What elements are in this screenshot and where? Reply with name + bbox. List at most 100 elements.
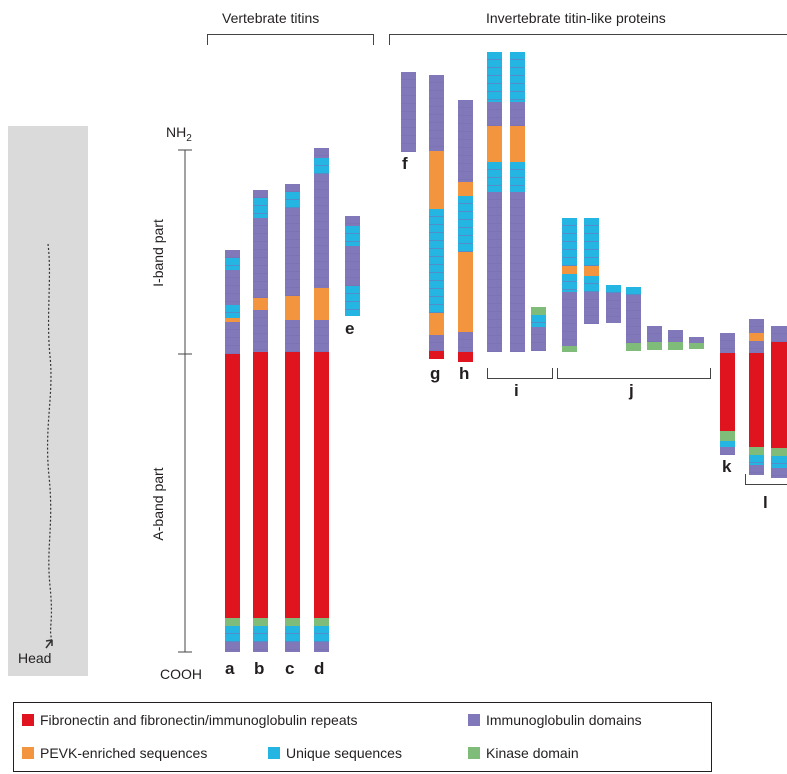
- segment-unique: [531, 315, 546, 327]
- segment-kinase: [668, 342, 683, 350]
- invertebrate-bracket: [389, 34, 787, 45]
- segment-unique: [253, 626, 268, 642]
- legend-pevk-label: PEVK-enriched sequences: [40, 745, 208, 761]
- segment-ig: [749, 319, 764, 333]
- segment-ig: [253, 190, 268, 198]
- segment-kinase: [253, 618, 268, 626]
- segment-unique: [562, 274, 577, 292]
- bar-k: [720, 333, 735, 455]
- segment-unique: [345, 226, 360, 246]
- legend-ig: Immunoglobulin domains: [468, 712, 642, 728]
- segment-unique: [584, 276, 599, 292]
- segment-ig: [720, 447, 735, 455]
- segment-ig: [487, 192, 502, 352]
- legend: Fibronectin and fibronectin/immunoglobul…: [13, 702, 712, 772]
- segment-ig: [626, 295, 641, 343]
- segment-ig: [401, 72, 416, 152]
- letter-j: j: [629, 381, 634, 400]
- segment-kinase: [647, 342, 662, 350]
- segment-unique: [749, 455, 764, 465]
- legend-kinase-swatch: [468, 747, 480, 759]
- bar-j3: [606, 285, 621, 323]
- legend-ig-swatch: [468, 714, 480, 726]
- segment-unique: [487, 162, 502, 192]
- segment-ig: [458, 100, 473, 182]
- bar-c: [285, 184, 300, 652]
- segment-ig: [314, 148, 329, 158]
- electron-micrograph: Head: [8, 126, 88, 676]
- bar-e: [345, 216, 360, 316]
- segment-fn: [253, 352, 268, 618]
- head-label: Head: [18, 650, 52, 666]
- segment-unique: [345, 286, 360, 316]
- legend-unique-swatch: [268, 747, 280, 759]
- segment-unique: [771, 456, 787, 468]
- segment-pevk: [510, 126, 525, 162]
- vertebrate-bracket: [207, 34, 374, 45]
- arrow-icon: [45, 639, 53, 649]
- bar-i3: [531, 307, 546, 351]
- segment-ig: [285, 642, 300, 652]
- legend-fn-swatch: [22, 714, 34, 726]
- bracket-l: [745, 474, 787, 485]
- segment-ig: [345, 216, 360, 226]
- segment-ig: [314, 320, 329, 352]
- segment-ig: [510, 192, 525, 352]
- segment-ig: [749, 341, 764, 353]
- segment-kinase: [689, 343, 704, 349]
- bar-j7: [689, 337, 704, 349]
- segment-pevk: [584, 266, 599, 276]
- segment-ig: [285, 184, 300, 192]
- segment-ig: [429, 75, 444, 151]
- segment-unique: [720, 441, 735, 447]
- segment-unique: [626, 287, 641, 295]
- bar-f: [401, 72, 416, 152]
- segment-unique: [225, 626, 240, 642]
- segment-kinase: [285, 618, 300, 626]
- bracket-i: [487, 368, 553, 379]
- segment-kinase: [225, 618, 240, 626]
- letter-d: d: [314, 659, 325, 678]
- bar-b: [253, 190, 268, 652]
- segment-ig: [345, 246, 360, 286]
- segment-unique: [606, 285, 621, 293]
- segment-ig: [429, 335, 444, 351]
- segment-unique: [285, 626, 300, 642]
- segment-ig: [253, 310, 268, 352]
- segment-fn: [429, 351, 444, 359]
- segment-kinase: [720, 431, 735, 441]
- legend-fn-label: Fibronectin and fibronectin/immunoglobul…: [40, 712, 358, 728]
- segment-ig: [647, 326, 662, 342]
- letter-k: k: [722, 457, 732, 476]
- segment-kinase: [531, 307, 546, 315]
- segment-unique: [225, 305, 240, 318]
- segment-ig: [487, 102, 502, 126]
- segment-unique: [510, 52, 525, 102]
- bar-i1: [487, 52, 502, 352]
- segment-kinase: [749, 447, 764, 455]
- segment-ig: [225, 270, 240, 305]
- bar-g: [429, 75, 444, 359]
- legend-ig-label: Immunoglobulin domains: [486, 712, 642, 728]
- letter-l: l: [763, 493, 768, 512]
- bar-l2: [771, 326, 787, 478]
- bracket-j: [557, 368, 711, 379]
- segment-unique: [314, 158, 329, 174]
- segment-ig: [771, 468, 787, 478]
- segment-fn: [285, 352, 300, 618]
- segment-pevk: [749, 333, 764, 341]
- nh2-label: NH2: [166, 124, 192, 144]
- segment-kinase: [314, 618, 329, 626]
- segment-unique: [487, 52, 502, 102]
- letter-i: i: [514, 381, 519, 400]
- bar-j1: [562, 218, 577, 352]
- segment-ig: [225, 642, 240, 652]
- nh2-main: NH: [166, 124, 187, 140]
- letter-h: h: [459, 364, 470, 383]
- legend-pevk-swatch: [22, 747, 34, 759]
- segment-unique: [458, 196, 473, 252]
- legend-kinase: Kinase domain: [468, 745, 579, 761]
- letter-c: c: [285, 659, 295, 678]
- segment-ig: [531, 327, 546, 351]
- letter-g: g: [430, 364, 441, 383]
